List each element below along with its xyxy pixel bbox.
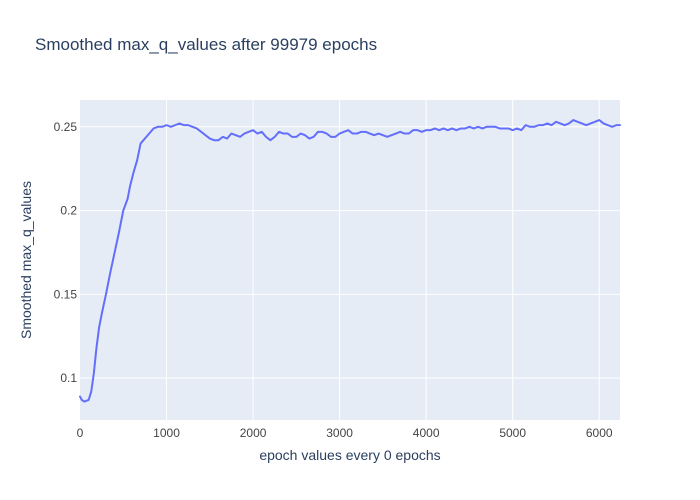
y-tick-label: 0.1 bbox=[60, 371, 77, 385]
y-tick-label: 0.25 bbox=[54, 120, 78, 134]
y-tick-labels: 0.1 0.15 0.2 0.25 bbox=[54, 120, 78, 385]
x-tick-label: 3000 bbox=[326, 426, 353, 440]
x-gridlines bbox=[166, 100, 600, 420]
x-tick-labels: 0 1000 2000 3000 4000 5000 6000 bbox=[77, 426, 613, 440]
x-tick-label: 2000 bbox=[240, 426, 267, 440]
x-tick-label: 6000 bbox=[586, 426, 613, 440]
y-axis-label: Smoothed max_q_values bbox=[18, 181, 34, 339]
x-tick-label: 1000 bbox=[153, 426, 180, 440]
chart-title: Smoothed max_q_values after 99979 epochs bbox=[35, 35, 377, 54]
y-tick-label: 0.2 bbox=[60, 204, 77, 218]
x-tick-label: 0 bbox=[77, 426, 84, 440]
y-tick-label: 0.15 bbox=[54, 287, 78, 301]
x-tick-label: 4000 bbox=[413, 426, 440, 440]
x-tick-label: 5000 bbox=[499, 426, 526, 440]
plot-area bbox=[80, 100, 620, 420]
series-layer bbox=[79, 119, 621, 403]
x-axis-label: epoch values every 0 epochs bbox=[259, 447, 440, 463]
series-line bbox=[79, 119, 621, 403]
